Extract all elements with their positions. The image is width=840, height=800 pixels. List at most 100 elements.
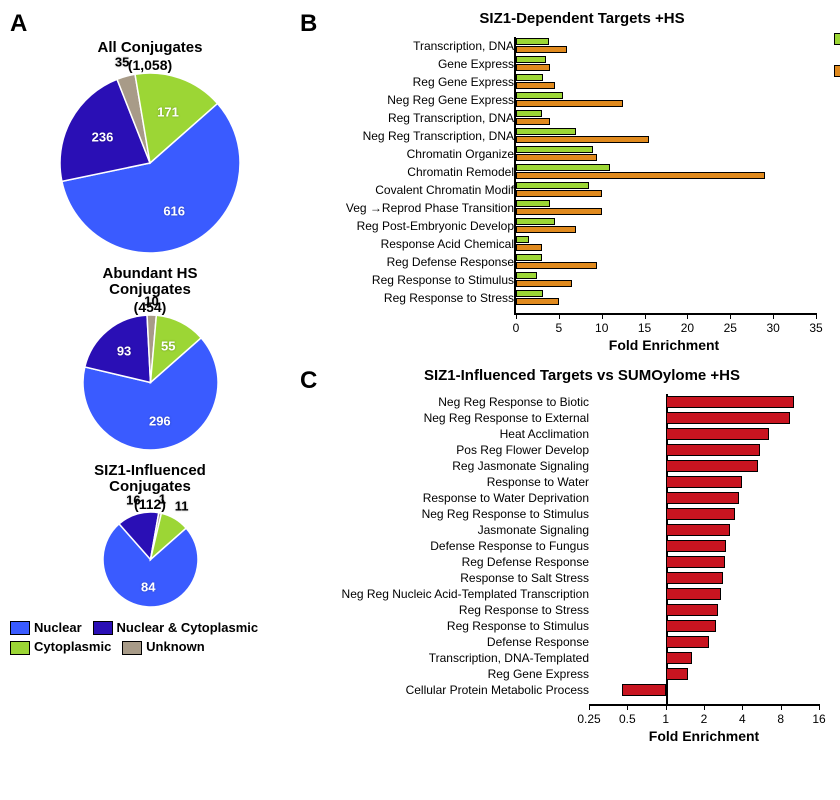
panel-b-chart: Transcription, DNA Gene Express Reg Gene E… — [324, 31, 840, 357]
c-bar — [666, 636, 710, 648]
c-bar — [666, 540, 727, 552]
panel-c-label: C — [300, 367, 324, 746]
c-category: Response to Salt Stress — [328, 571, 589, 585]
c-xlabel: Fold Enrichment — [589, 728, 819, 744]
b-bar — [516, 136, 649, 143]
b-category: Veg →Reprod Phase Transition — [328, 201, 514, 215]
b-tick: 20 — [681, 321, 694, 335]
c-bar — [666, 412, 791, 424]
c-category: Reg Response to Stimulus — [328, 619, 589, 633]
c-category: Reg Defense Response — [328, 555, 589, 569]
c-category: Pos Reg Flower Develop — [328, 443, 589, 457]
b-bar — [516, 298, 559, 305]
b-category: Gene Express — [328, 57, 514, 71]
b-tick: 30 — [766, 321, 779, 335]
b-bar — [516, 118, 550, 125]
c-tick: 2 — [701, 712, 708, 726]
b-tick: 35 — [809, 321, 822, 335]
b-bar — [516, 74, 543, 81]
b-bar — [516, 64, 550, 71]
b-bar — [516, 218, 555, 225]
b-bar — [516, 172, 765, 179]
c-tick: 8 — [777, 712, 784, 726]
b-tick: 0 — [513, 321, 520, 335]
c-category: Defense Response — [328, 635, 589, 649]
b-category: Reg Defense Response — [328, 255, 514, 269]
c-bar — [666, 444, 760, 456]
panel-c: C SIZ1-Influenced Targets vs SUMOylome +… — [300, 367, 840, 748]
b-bar — [516, 244, 542, 251]
b-bar — [516, 100, 623, 107]
c-category: Defense Response to Fungus — [328, 539, 589, 553]
c-bar — [666, 604, 719, 616]
b-bar — [516, 92, 563, 99]
c-tick: 0.25 — [577, 712, 600, 726]
c-category: Transcription, DNA-Templated — [328, 651, 589, 665]
c-bar — [666, 668, 688, 680]
b-bar — [516, 254, 542, 261]
c-category: Neg Reg Nucleic Acid-Templated Transcrip… — [328, 587, 589, 601]
c-category: Jasmonate Signaling — [328, 523, 589, 537]
b-bar — [516, 110, 542, 117]
c-bar — [666, 620, 717, 632]
b-bar — [516, 56, 546, 63]
c-tick: 1 — [662, 712, 669, 726]
b-bar — [516, 208, 602, 215]
c-category: Reg Gene Express — [328, 667, 589, 681]
b-bar — [516, 164, 610, 171]
b-category: Reg Response to Stimulus — [328, 273, 514, 287]
b-bar — [516, 280, 572, 287]
c-category: Reg Response to Stress — [328, 603, 589, 617]
c-bar — [666, 572, 723, 584]
c-category: Neg Reg Response to Biotic — [328, 395, 589, 409]
panel-a: A All Conjugates(1,058)61623635171Abunda… — [10, 10, 290, 748]
b-category: Transcription, DNA — [328, 39, 514, 53]
panel-a-legend: Nuclear Nuclear & Cytoplasmic Cytoplasmi… — [10, 620, 290, 655]
panel-c-title: SIZ1-Influenced Targets vs SUMOylome +HS — [324, 367, 840, 384]
c-bar — [666, 524, 730, 536]
b-bar — [516, 272, 537, 279]
b-tick: 25 — [724, 321, 737, 335]
b-bar — [516, 190, 602, 197]
b-bar — [516, 38, 549, 45]
c-tick: 4 — [739, 712, 746, 726]
b-legend: Total HSSUMOylome SIZ1-Dependent — [834, 31, 840, 91]
c-category: Response to Water — [328, 475, 589, 489]
c-bar — [666, 652, 692, 664]
b-bar — [516, 154, 597, 161]
b-category: Chromatin Organize — [328, 147, 514, 161]
c-bar — [666, 460, 758, 472]
c-tick: 16 — [812, 712, 825, 726]
b-bar — [516, 236, 529, 243]
b-bar — [516, 290, 543, 297]
c-category: Response to Water Deprivation — [328, 491, 589, 505]
b-category: Neg Reg Transcription, DNA — [328, 129, 514, 143]
b-tick: 15 — [638, 321, 651, 335]
b-bar — [516, 146, 593, 153]
b-bar — [516, 200, 550, 207]
b-bar — [516, 262, 597, 269]
c-bar — [622, 684, 666, 696]
pie-charts-container: All Conjugates(1,058)61623635171Abundant… — [10, 40, 290, 612]
panel-b-label: B — [300, 10, 324, 355]
b-category: Reg Gene Express — [328, 75, 514, 89]
b-category: Covalent Chromatin Modif — [328, 183, 514, 197]
b-category: Reg Post-Embryonic Develop — [328, 219, 514, 233]
b-category: Chromatin Remodel — [328, 165, 514, 179]
panel-b: B SIZ1-Dependent Targets +HS Transcripti… — [300, 10, 840, 357]
b-tick: 5 — [556, 321, 563, 335]
b-category: Response Acid Chemical — [328, 237, 514, 251]
b-bar — [516, 46, 567, 53]
b-category: Reg Response to Stress — [328, 291, 514, 305]
b-tick: 10 — [595, 321, 608, 335]
c-category: Heat Acclimation — [328, 427, 589, 441]
b-bar — [516, 128, 576, 135]
b-category: Reg Transcription, DNA — [328, 111, 514, 125]
c-category: Reg Jasmonate Signaling — [328, 459, 589, 473]
panel-c-chart: Neg Reg Response to BioticNeg Reg Respon… — [324, 388, 840, 748]
c-bar — [666, 492, 740, 504]
b-xlabel: Fold Enrichment — [514, 337, 814, 353]
c-bar — [666, 396, 794, 408]
c-bar — [666, 556, 725, 568]
c-bar — [666, 588, 721, 600]
